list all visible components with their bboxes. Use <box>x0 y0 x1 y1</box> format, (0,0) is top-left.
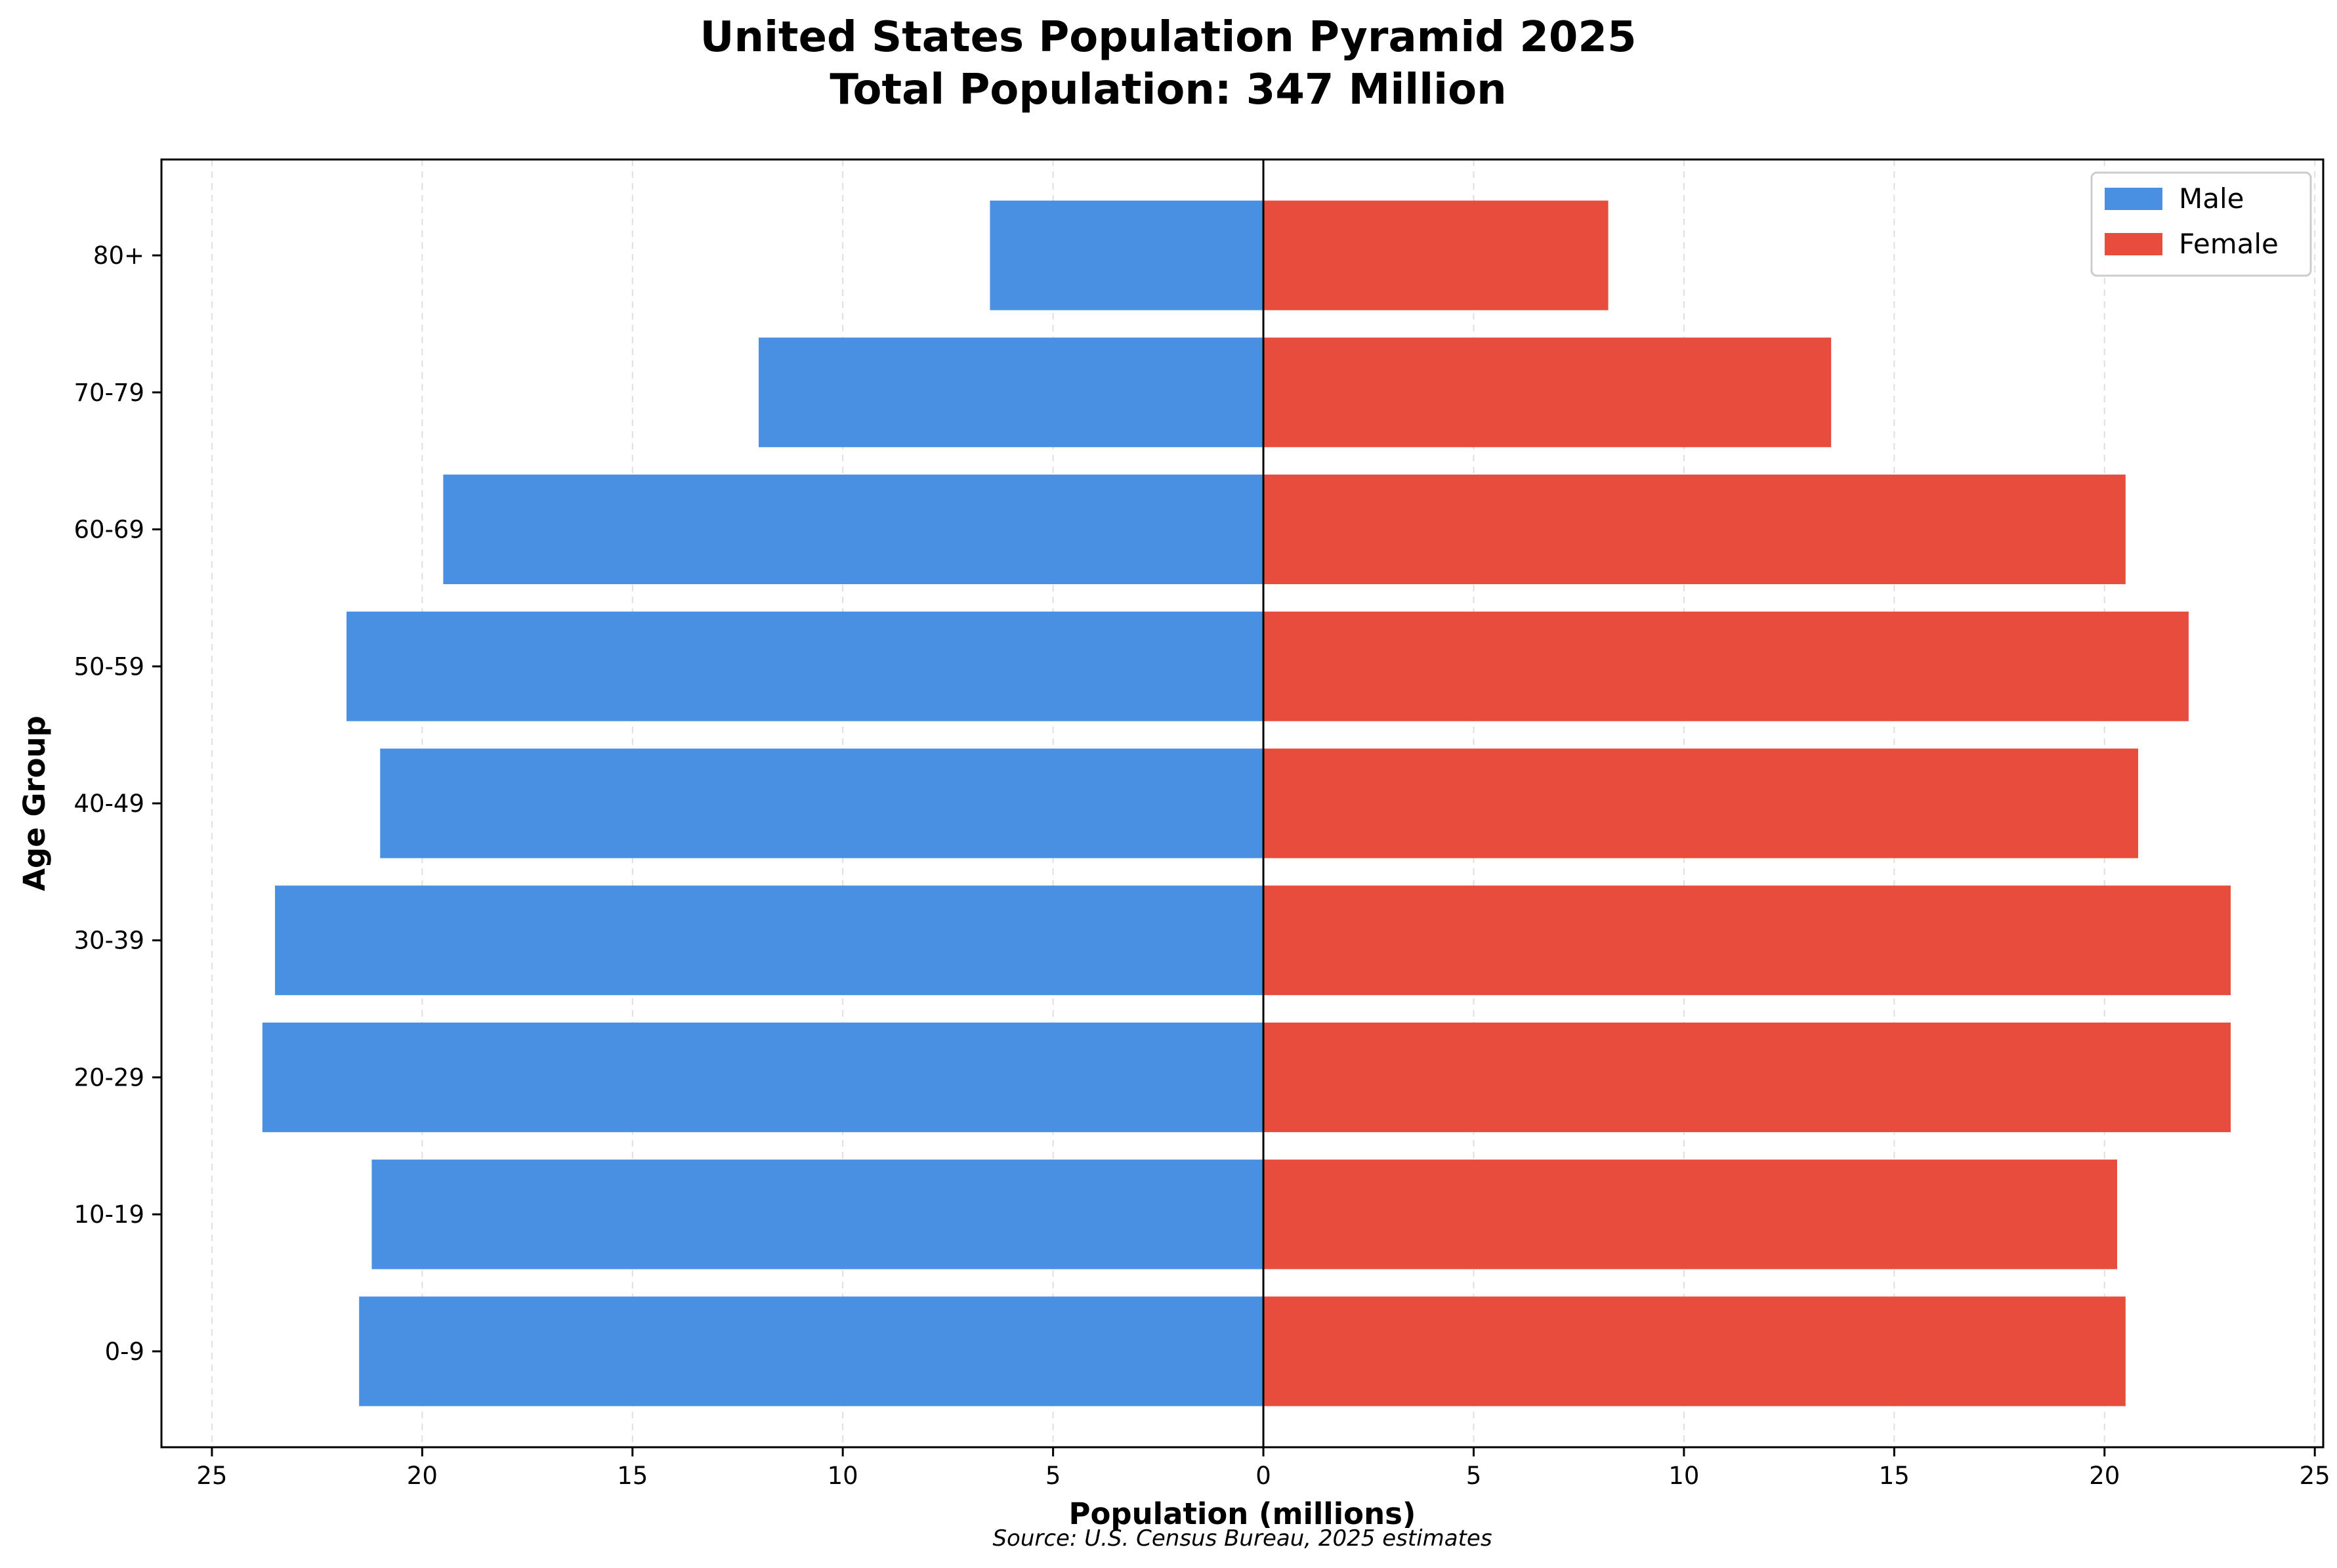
x-tick-label-1: 20 <box>407 1462 438 1490</box>
x-tick-label-5: 0 <box>1255 1462 1271 1490</box>
legend-swatch-male <box>2105 188 2162 210</box>
bar-male-20-29 <box>262 1022 1264 1132</box>
bar-female-60-69 <box>1263 475 2126 585</box>
bar-female-50-59 <box>1263 611 2189 721</box>
source-note: Source: U.S. Census Bureau, 2025 estimat… <box>992 1525 1492 1552</box>
legend-label-male: Male <box>2179 182 2244 215</box>
legend-label-female: Female <box>2179 228 2279 260</box>
y-tick-label-4: 40-49 <box>74 790 144 818</box>
x-tick-label-4: 5 <box>1045 1462 1061 1490</box>
x-axis-ticks: 25 20 15 10 5 0 5 10 15 20 25 <box>196 1447 2330 1490</box>
bar-male-80+ <box>990 200 1264 310</box>
y-tick-label-5: 50-59 <box>74 652 144 681</box>
y-tick-label-7: 70-79 <box>74 379 144 407</box>
bars-group <box>262 200 2231 1407</box>
bar-male-60-69 <box>443 475 1264 585</box>
bar-female-70-79 <box>1263 337 1832 448</box>
x-tick-label-8: 15 <box>1879 1462 1910 1490</box>
chart-title: United States Population Pyramid 2025 <box>700 13 1637 62</box>
bar-female-20-29 <box>1263 1022 2231 1132</box>
x-tick-label-2: 15 <box>617 1462 648 1490</box>
bar-female-40-49 <box>1263 748 2139 858</box>
y-axis-label: Age Group <box>17 715 52 891</box>
bar-male-0-9 <box>359 1296 1264 1407</box>
y-tick-label-8: 80+ <box>93 242 144 270</box>
y-axis-ticks: 0-9 10-19 20-29 30-39 40-49 50-59 60-69 70-79 80… <box>74 242 161 1366</box>
y-tick-label-2: 20-29 <box>74 1063 144 1091</box>
legend: Male Female <box>2090 171 2312 277</box>
y-tick-label-3: 30-39 <box>74 927 144 955</box>
bar-female-0-9 <box>1263 1296 2126 1407</box>
y-tick-label-6: 60-69 <box>74 516 144 544</box>
x-tick-label-9: 20 <box>2089 1462 2120 1490</box>
x-tick-label-6: 5 <box>1466 1462 1482 1490</box>
x-tick-label-7: 10 <box>1668 1462 1699 1490</box>
x-tick-label-0: 25 <box>196 1462 227 1490</box>
bar-female-10-19 <box>1263 1159 2117 1269</box>
bar-male-40-49 <box>380 748 1264 858</box>
x-tick-label-3: 10 <box>828 1462 858 1490</box>
legend-swatch-female <box>2105 233 2162 255</box>
bar-male-10-19 <box>371 1159 1264 1269</box>
y-tick-label-0: 0-9 <box>105 1338 144 1366</box>
x-axis-label: Population (millions) <box>1069 1496 1416 1531</box>
bar-female-80+ <box>1263 200 1609 310</box>
bar-male-70-79 <box>759 337 1264 448</box>
bar-male-50-59 <box>346 611 1264 721</box>
x-tick-label-10: 25 <box>2300 1462 2330 1490</box>
y-tick-label-1: 10-19 <box>74 1200 144 1229</box>
chart-subtitle: Total Population: 347 Million <box>830 66 1506 114</box>
bar-male-30-39 <box>275 885 1264 996</box>
bar-female-30-39 <box>1263 885 2231 996</box>
